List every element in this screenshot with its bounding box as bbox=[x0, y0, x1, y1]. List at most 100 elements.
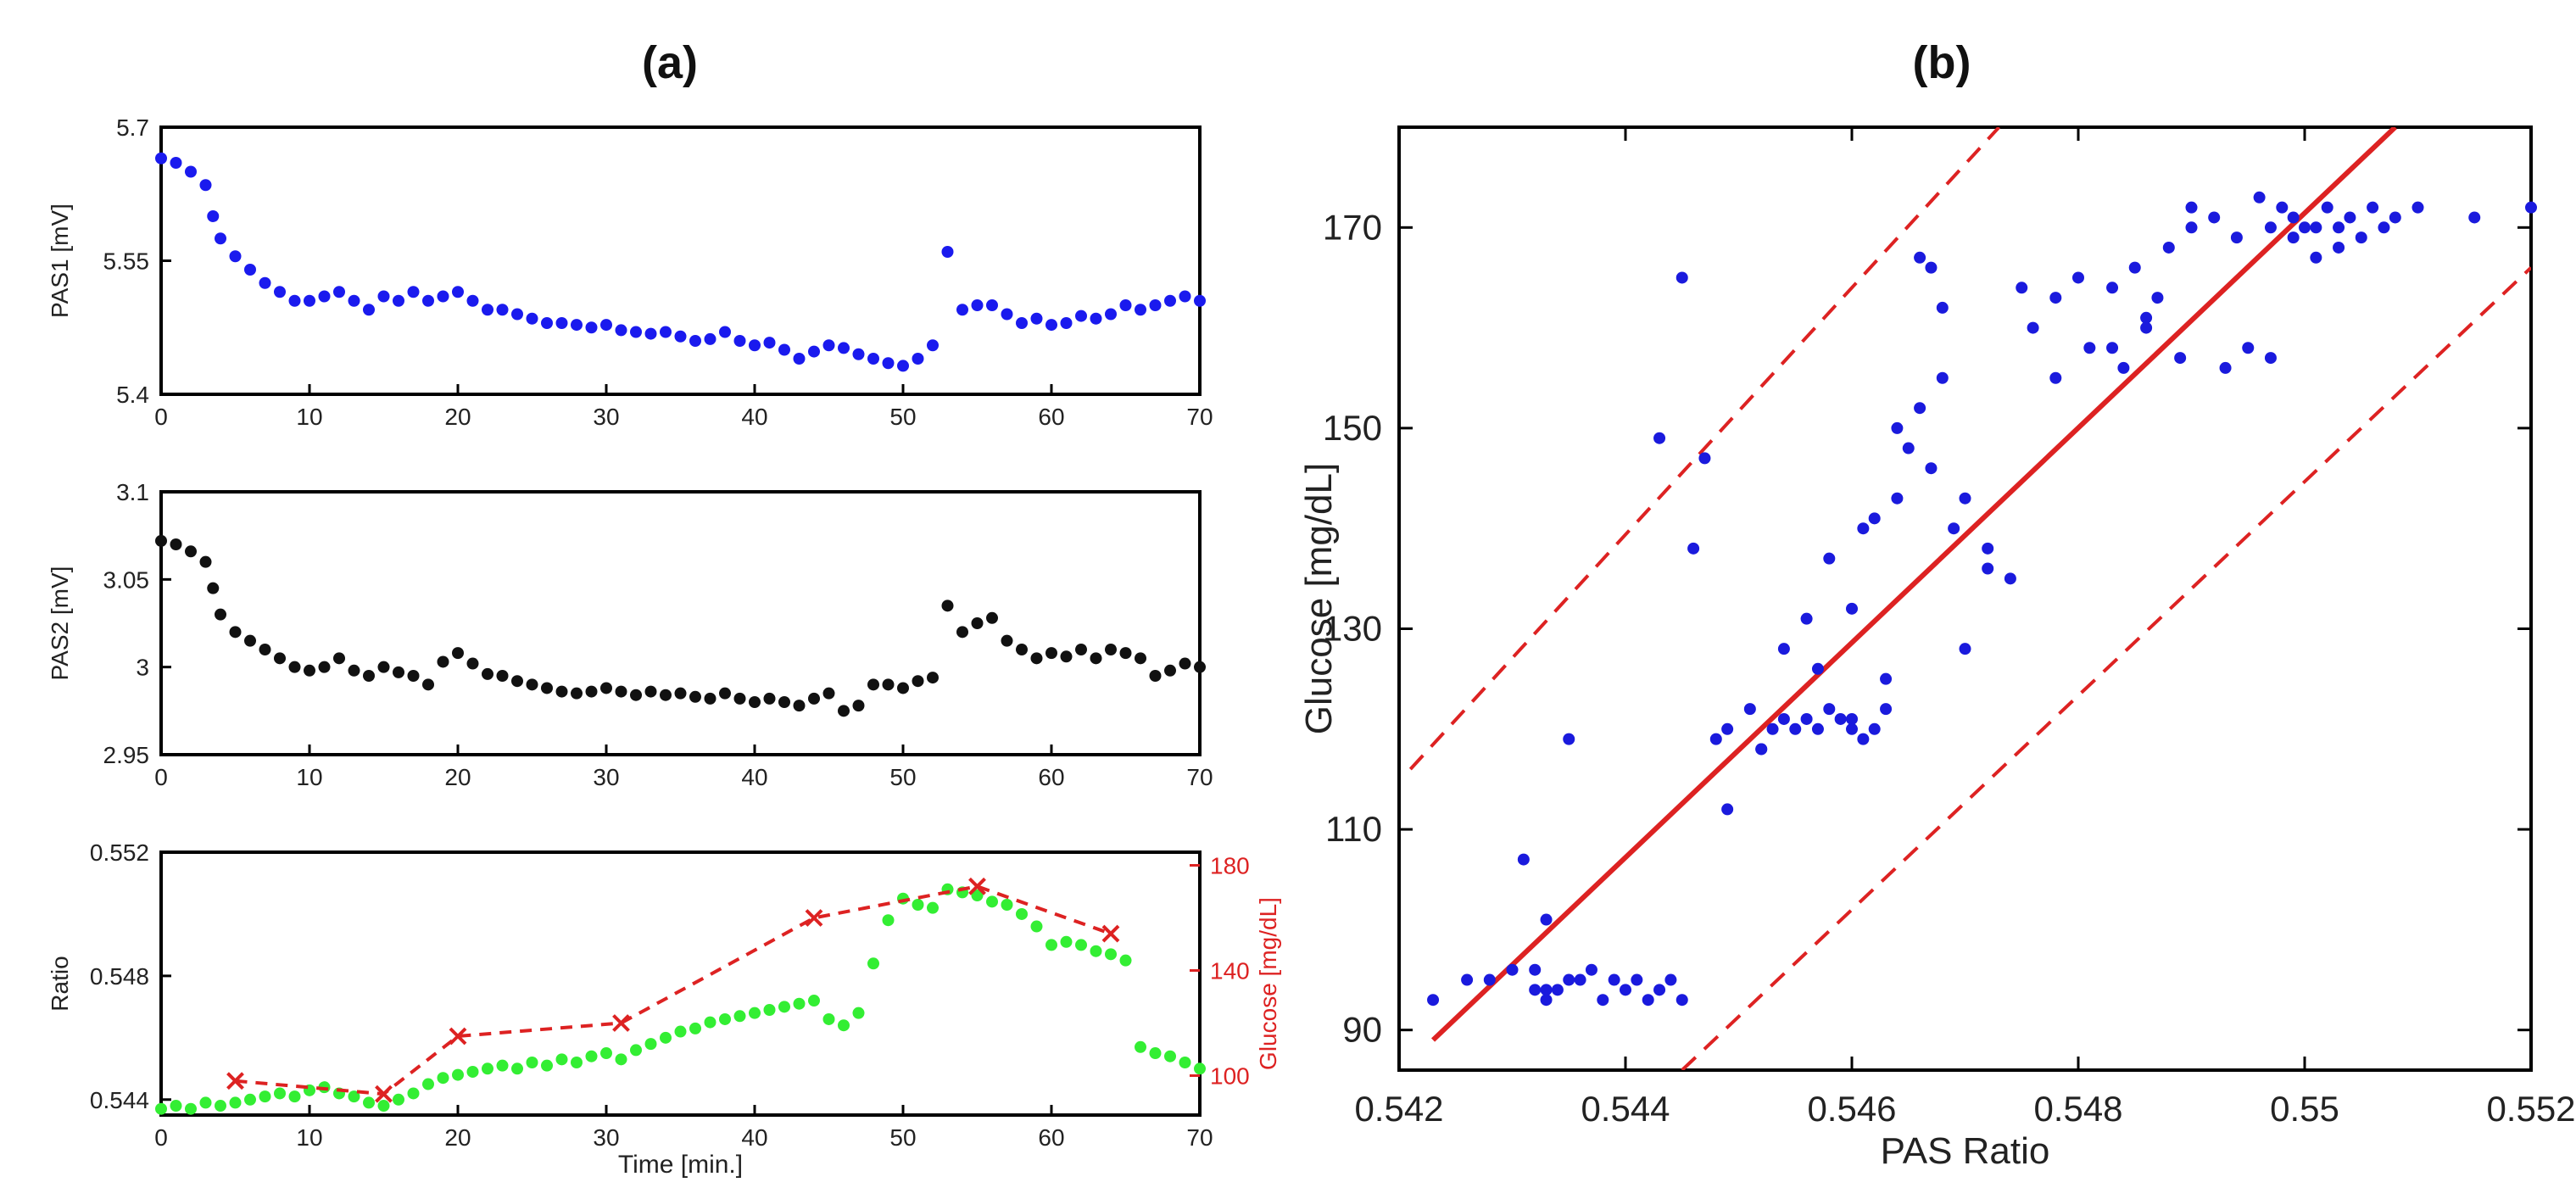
pas2-point bbox=[288, 661, 301, 673]
pas2-point bbox=[867, 678, 879, 691]
scatter-point bbox=[1811, 722, 1824, 735]
pas1-point bbox=[867, 353, 879, 365]
pas2-point bbox=[1164, 664, 1176, 677]
scatter-point bbox=[1857, 733, 1870, 745]
pas1-point bbox=[348, 294, 360, 307]
y2-tick-label: 180 bbox=[1210, 853, 1250, 879]
scatter-point bbox=[2367, 201, 2379, 214]
y-tick-label: 150 bbox=[1323, 408, 1382, 448]
ratio-point bbox=[822, 1012, 835, 1025]
x-tick-label: 60 bbox=[1038, 404, 1064, 430]
scatter-point bbox=[2378, 221, 2390, 234]
pas1-point bbox=[912, 353, 924, 365]
scatter-point bbox=[1811, 662, 1824, 675]
pas1-point bbox=[1164, 294, 1176, 307]
pas2-point bbox=[719, 687, 731, 700]
ratio-point bbox=[704, 1016, 716, 1029]
scatter-point bbox=[2264, 352, 2277, 365]
scatter-point bbox=[2162, 241, 2175, 254]
scatter-point bbox=[1698, 452, 1711, 465]
scatter-point bbox=[1846, 722, 1858, 735]
ratio-point bbox=[927, 901, 939, 914]
scatter-point bbox=[1891, 492, 1904, 505]
y2-tick-label: 100 bbox=[1210, 1063, 1250, 1090]
pas2-point bbox=[941, 600, 954, 612]
scatter-point bbox=[2253, 191, 2266, 204]
pas2-point bbox=[1075, 644, 1087, 655]
scatter-point bbox=[1914, 251, 1926, 264]
pas1-point bbox=[155, 152, 167, 165]
pas2-point bbox=[318, 661, 331, 673]
ratio-point bbox=[496, 1059, 509, 1072]
y-tick-label: 0.552 bbox=[90, 839, 149, 866]
scatter-point bbox=[1789, 722, 1802, 735]
panel-a-label: (a) bbox=[642, 37, 698, 88]
scatter-point bbox=[1857, 522, 1870, 535]
scatter-point bbox=[1529, 963, 1542, 976]
scatter-point bbox=[1880, 672, 1893, 685]
pas1-point bbox=[511, 308, 523, 321]
scatter-point bbox=[1959, 643, 1971, 655]
pas2-point bbox=[763, 692, 776, 705]
x-tick-label: 60 bbox=[1038, 1124, 1064, 1151]
pas1-chart: 0 10 20 30 40 50 60 70 5.4 5.55 5.7 PAS1 [mV] bbox=[47, 114, 1213, 430]
pas1-point bbox=[689, 335, 701, 347]
scatter-point bbox=[1664, 973, 1677, 986]
pas1-point bbox=[600, 319, 612, 332]
ratio-point bbox=[674, 1025, 687, 1038]
scatter-point bbox=[1823, 552, 1836, 565]
x-tick-label: 40 bbox=[741, 404, 767, 430]
pas1-point bbox=[185, 165, 197, 178]
scatter-point bbox=[1687, 542, 1700, 555]
scatter-point bbox=[2072, 271, 2084, 284]
scatter-point bbox=[2049, 371, 2062, 384]
pas1-point bbox=[1194, 294, 1206, 307]
scatter-point bbox=[1868, 512, 1881, 525]
pas1-point bbox=[496, 304, 509, 316]
scatter-point bbox=[2151, 292, 2164, 304]
ratio-point bbox=[363, 1096, 375, 1109]
glucose-marker bbox=[449, 1027, 467, 1046]
pas1-point bbox=[956, 304, 968, 316]
scatter-point bbox=[1483, 973, 1496, 986]
pas2-point bbox=[244, 634, 256, 647]
pas1-point bbox=[808, 345, 820, 358]
pas2-point bbox=[1179, 657, 1191, 670]
pas1-point bbox=[733, 335, 746, 347]
y-axis-label: PAS2 [mV] bbox=[47, 566, 73, 681]
pas1-point bbox=[1090, 312, 1102, 325]
pas1-point bbox=[422, 294, 434, 307]
scatter-point bbox=[2106, 342, 2119, 354]
scatter-point bbox=[1743, 703, 1756, 716]
scatter-point bbox=[2230, 231, 2243, 244]
pas1-point bbox=[1075, 310, 1087, 322]
ratio-point bbox=[600, 1047, 612, 1060]
pas1-point bbox=[644, 327, 657, 340]
x-axis-label: Time [min.] bbox=[618, 1151, 743, 1179]
ratio-point bbox=[229, 1096, 242, 1109]
x-tick-label: 70 bbox=[1186, 764, 1213, 790]
pas1-point bbox=[466, 294, 479, 307]
pas1-point bbox=[244, 264, 256, 276]
scatter-point bbox=[1574, 973, 1586, 986]
scatter-point bbox=[1563, 973, 1575, 986]
y-tick-label: 110 bbox=[1325, 809, 1382, 849]
scatter-point bbox=[2208, 211, 2221, 224]
pas2-point bbox=[1135, 652, 1146, 665]
ratio-point bbox=[808, 995, 820, 1007]
pas1-point bbox=[749, 339, 761, 352]
scatter-point bbox=[1563, 733, 1575, 745]
pas2-point bbox=[1090, 652, 1102, 665]
pas2-point bbox=[541, 682, 553, 694]
pas1-point bbox=[852, 348, 865, 360]
pas1-point bbox=[318, 290, 331, 303]
scatter-point bbox=[1517, 853, 1530, 866]
pas-ratio-glucose-chart: 0.542 0.544 0.546 0.548 0.55 0.552 90 110 130 150… bbox=[1298, 125, 2576, 1172]
pas1-point bbox=[1016, 317, 1028, 329]
scatter-point bbox=[1529, 984, 1542, 996]
ratio-point bbox=[452, 1068, 464, 1081]
pas1-point bbox=[897, 360, 909, 372]
pas1-point bbox=[304, 294, 315, 307]
y-tick-label: 0.548 bbox=[90, 963, 149, 990]
scatter-point bbox=[1540, 994, 1553, 1007]
